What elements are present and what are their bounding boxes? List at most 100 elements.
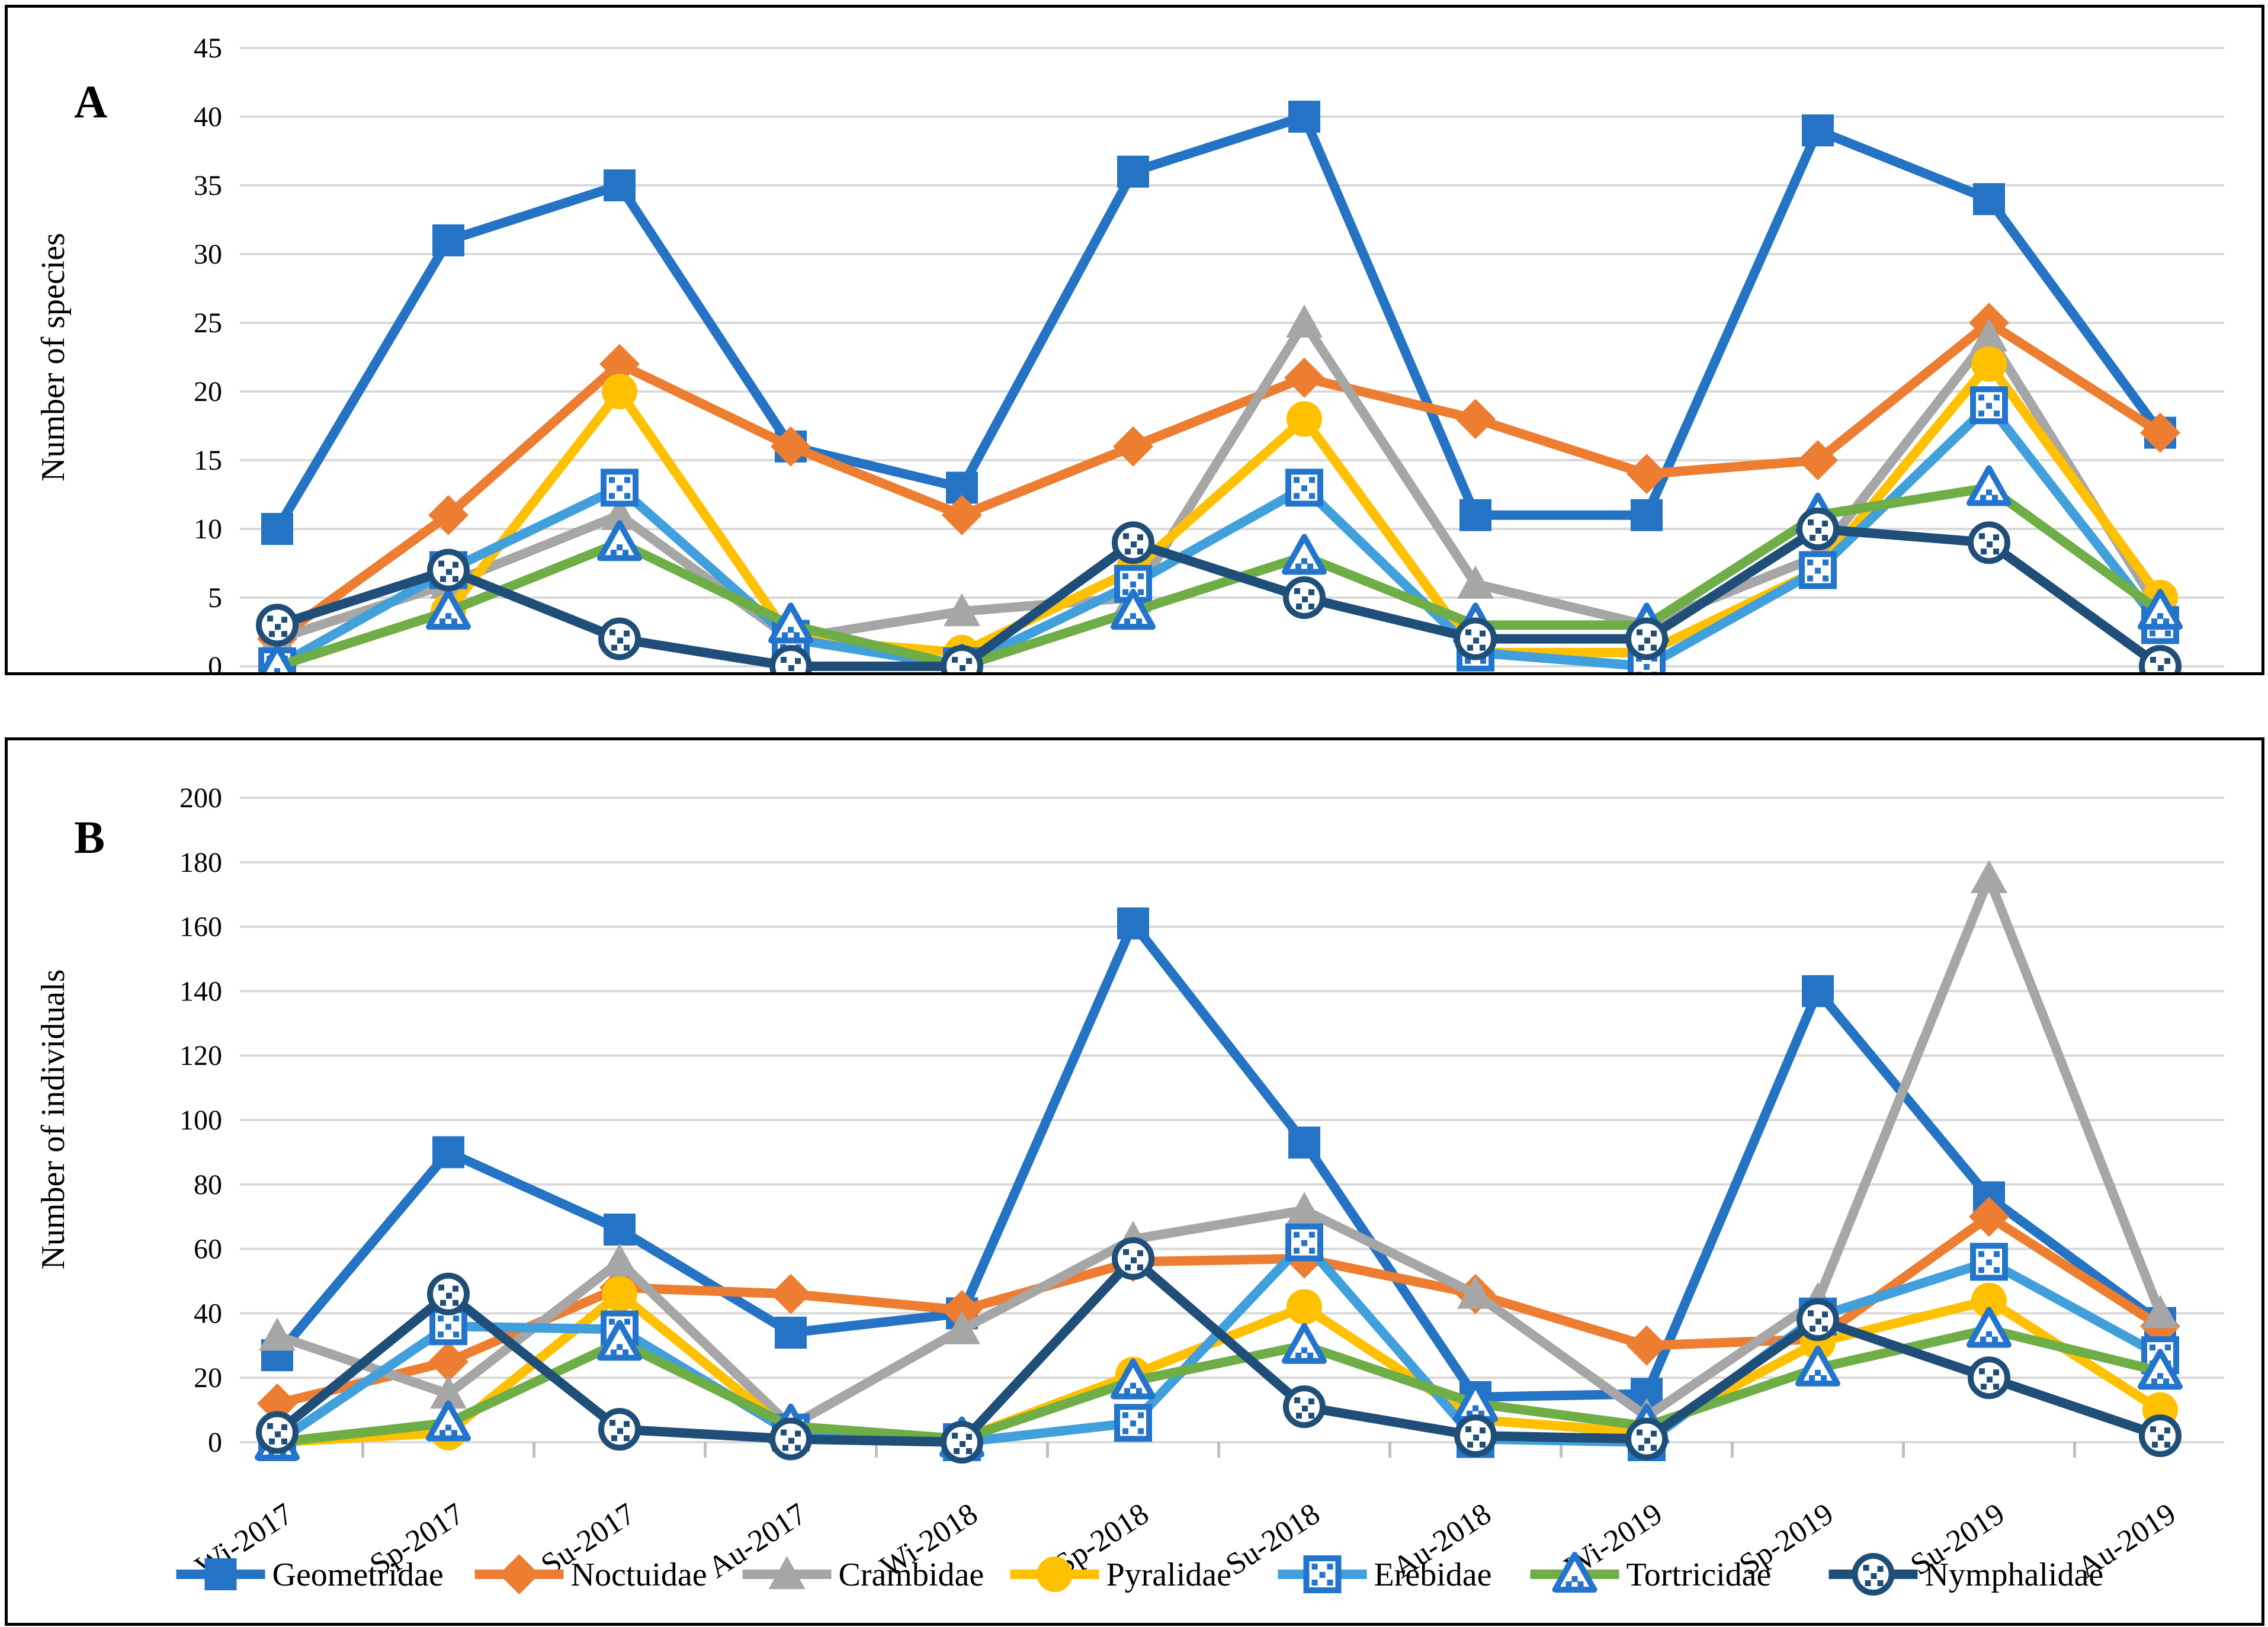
legend-item-nymphalidae: Nymphalidae — [1828, 1553, 2103, 1596]
marker-pattern-dot — [440, 618, 445, 625]
filled-diamond-marker — [1284, 357, 1324, 398]
marker-pattern-dot — [1327, 1564, 1333, 1570]
marker-pattern-dot — [1986, 403, 1992, 409]
marker-pattern-dot — [1480, 630, 1486, 637]
series-line — [272, 1289, 2165, 1447]
marker-pattern-dot — [617, 1428, 623, 1435]
y-tick-label: 5 — [208, 582, 222, 614]
marker-pattern-dot — [609, 493, 615, 499]
marker-pattern-dot — [1296, 1413, 1302, 1419]
marker-pattern-dot — [1124, 1388, 1130, 1394]
marker-pattern-dot — [1122, 573, 1128, 579]
filled-square-marker — [1288, 1127, 1320, 1159]
y-tick-label: 0 — [208, 651, 222, 672]
marker-pattern-dot — [1810, 535, 1815, 541]
marker-pattern-dot — [611, 1435, 617, 1442]
marker-pattern-dot — [952, 657, 958, 663]
filled-triangle-marker — [1971, 860, 2007, 893]
marker-pattern-dot — [782, 1445, 788, 1451]
legend-label: Tortricidae — [1627, 1557, 1772, 1593]
marker-pattern-dot — [1309, 1247, 1315, 1254]
marker-pattern-dot — [1138, 1428, 1144, 1435]
marker-pattern-dot — [960, 1441, 965, 1447]
open-triangle-marker — [426, 589, 471, 630]
marker-pattern-dot — [952, 1433, 958, 1439]
marker-pattern-dot — [781, 657, 787, 663]
marker-pattern-dot — [624, 1318, 630, 1325]
filled-square-marker — [604, 169, 636, 201]
marker-pattern-dot — [453, 1315, 459, 1322]
marker-pattern-dot — [611, 550, 617, 556]
filled-triangle-marker — [1286, 304, 1323, 338]
y-tick-label: 160 — [179, 912, 222, 943]
marker-pattern-dot — [1993, 1369, 1999, 1376]
legend: Geometridae Noctuidae Crambidae Pyralidae Er… — [176, 1552, 2103, 1596]
filled-square-marker — [432, 1136, 464, 1169]
marker-pattern-dot — [1301, 1240, 1307, 1246]
marker-pattern-dot — [2165, 1344, 2171, 1351]
filled-triangle-marker — [1457, 565, 1494, 599]
marker-pattern-dot — [1137, 548, 1143, 555]
filled-circle-marker — [1037, 1557, 1073, 1592]
filled-triangle-marker — [1457, 1275, 1494, 1309]
marker-pattern-dot — [1307, 563, 1313, 570]
marker-pattern-dot — [1137, 1250, 1143, 1256]
marker-pattern-dot — [1480, 1427, 1486, 1434]
marker-pattern-dot — [1637, 629, 1643, 636]
panel-letter: A — [74, 76, 107, 127]
filled-square-marker — [1117, 155, 1149, 188]
filled-circle-marker — [1971, 346, 2007, 382]
marker-pattern-dot — [1311, 1580, 1318, 1586]
series-line — [272, 919, 2165, 1402]
filled-diamond-marker — [257, 1383, 297, 1424]
marker-pattern-dot — [446, 1292, 452, 1299]
filled-diamond-marker — [771, 426, 811, 467]
marker-pattern-dot — [1822, 521, 1828, 527]
marker-pattern-dot — [1308, 604, 1314, 609]
filled-square-marker — [1288, 101, 1320, 133]
marker-pattern-dot — [1815, 1318, 1821, 1325]
legend-label: Crambidae — [839, 1557, 984, 1593]
marker-pattern-dot — [438, 1315, 444, 1322]
marker-pattern-dot — [781, 1429, 787, 1436]
marker-pattern-dot — [1473, 1405, 1478, 1411]
marker-pattern-dot — [1808, 1310, 1814, 1317]
filled-circle-marker — [1287, 401, 1322, 437]
marker-pattern-dot — [2165, 630, 2171, 637]
open-triangle-marker — [1282, 1323, 1327, 1364]
panel-b-number-of-individuals: 0 20 40 60 80 100 120 140 160 180 200 B Number of in… — [5, 737, 2264, 1626]
y-tick-label: 25 — [194, 307, 222, 339]
open-triangle-marker — [1111, 1358, 1156, 1400]
series-pyralidae — [259, 346, 2178, 672]
open-triangle-marker — [1967, 1307, 2012, 1348]
y-tick-label: 60 — [194, 1234, 222, 1265]
y-tick-label: 30 — [194, 239, 222, 270]
filled-triangle-marker — [768, 1556, 806, 1589]
filled-diamond-marker — [942, 495, 982, 535]
series-line — [272, 318, 2165, 644]
marker-pattern-dot — [624, 1421, 630, 1427]
marker-pattern-dot — [1123, 1249, 1129, 1255]
marker-pattern-dot — [1294, 493, 1300, 499]
marker-pattern-dot — [1130, 581, 1136, 588]
open-triangle-marker — [426, 1400, 471, 1442]
legend-item-pyralidae: Pyralidae — [1010, 1557, 1231, 1593]
y-tick-label: 20 — [194, 376, 222, 407]
marker-pattern-dot — [2163, 1378, 2169, 1385]
marker-pattern-dot — [617, 485, 623, 492]
marker-pattern-dot — [1979, 1368, 1985, 1375]
y-tick-label: 20 — [194, 1362, 222, 1394]
legend-item-crambidae: Crambidae — [742, 1556, 984, 1593]
marker-pattern-dot — [1125, 1264, 1131, 1270]
marker-pattern-dot — [1644, 1437, 1650, 1444]
y-axis-tick-labels: 0 5 10 15 20 25 30 35 40 45 — [194, 33, 222, 672]
marker-pattern-dot — [451, 618, 457, 625]
marker-pattern-dot — [275, 1431, 281, 1437]
y-axis-title: Number of species — [35, 233, 72, 482]
filled-circle-marker — [602, 1276, 637, 1312]
filled-triangle-marker — [944, 593, 980, 627]
marker-pattern-dot — [1480, 644, 1486, 651]
marker-pattern-dot — [1130, 1420, 1136, 1427]
marker-pattern-dot — [1130, 1382, 1136, 1389]
marker-pattern-dot — [2164, 1427, 2170, 1434]
